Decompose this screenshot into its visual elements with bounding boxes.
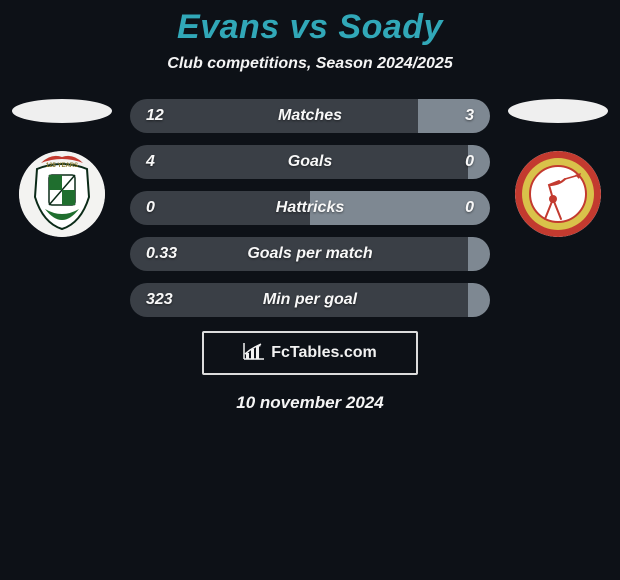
stats-column: 12 Matches 3 4 Goals 0 0 Hattricks 0 0.33 Goals pe… bbox=[130, 99, 490, 317]
club-badge-right bbox=[515, 151, 601, 237]
stat-label: Min per goal bbox=[263, 291, 357, 309]
stat-bar: 323 Min per goal bbox=[130, 283, 490, 317]
stat-value-left: 0.33 bbox=[146, 245, 177, 263]
stat-bar: 12 Matches 3 bbox=[130, 99, 490, 133]
player-right-avatar bbox=[508, 99, 608, 123]
stat-value-left: 323 bbox=[146, 291, 173, 309]
comparison-content: 125 YEARS 12 Matches 3 4 Goals 0 0 Hattricks 0 0.… bbox=[0, 99, 620, 317]
stat-bar: 4 Goals 0 bbox=[130, 145, 490, 179]
stat-value-left: 4 bbox=[146, 153, 155, 171]
stat-label: Matches bbox=[278, 107, 342, 125]
player-right-column bbox=[508, 99, 608, 237]
comparison-subtitle: Club competitions, Season 2024/2025 bbox=[0, 55, 620, 73]
comparison-date: 10 november 2024 bbox=[0, 393, 620, 413]
stat-value-right: 0 bbox=[465, 199, 474, 217]
stat-label: Goals bbox=[288, 153, 332, 171]
player-left-avatar bbox=[12, 99, 112, 123]
comparison-title: Evans vs Soady bbox=[0, 8, 620, 47]
stat-label: Goals per match bbox=[247, 245, 372, 263]
stat-value-left: 0 bbox=[146, 199, 155, 217]
stat-value-left: 12 bbox=[146, 107, 164, 125]
stat-label: Hattricks bbox=[276, 199, 344, 217]
brand-label: FcTables.com bbox=[271, 344, 377, 362]
chart-icon bbox=[243, 342, 265, 365]
club-badge-left: 125 YEARS bbox=[19, 151, 105, 237]
stat-bar: 0.33 Goals per match bbox=[130, 237, 490, 271]
player-left-column: 125 YEARS bbox=[12, 99, 112, 237]
stat-value-right: 0 bbox=[465, 153, 474, 171]
brand-footer[interactable]: FcTables.com bbox=[202, 331, 418, 375]
svg-text:125 YEARS: 125 YEARS bbox=[46, 163, 78, 169]
stat-value-right: 3 bbox=[465, 107, 474, 125]
stat-bar: 0 Hattricks 0 bbox=[130, 191, 490, 225]
